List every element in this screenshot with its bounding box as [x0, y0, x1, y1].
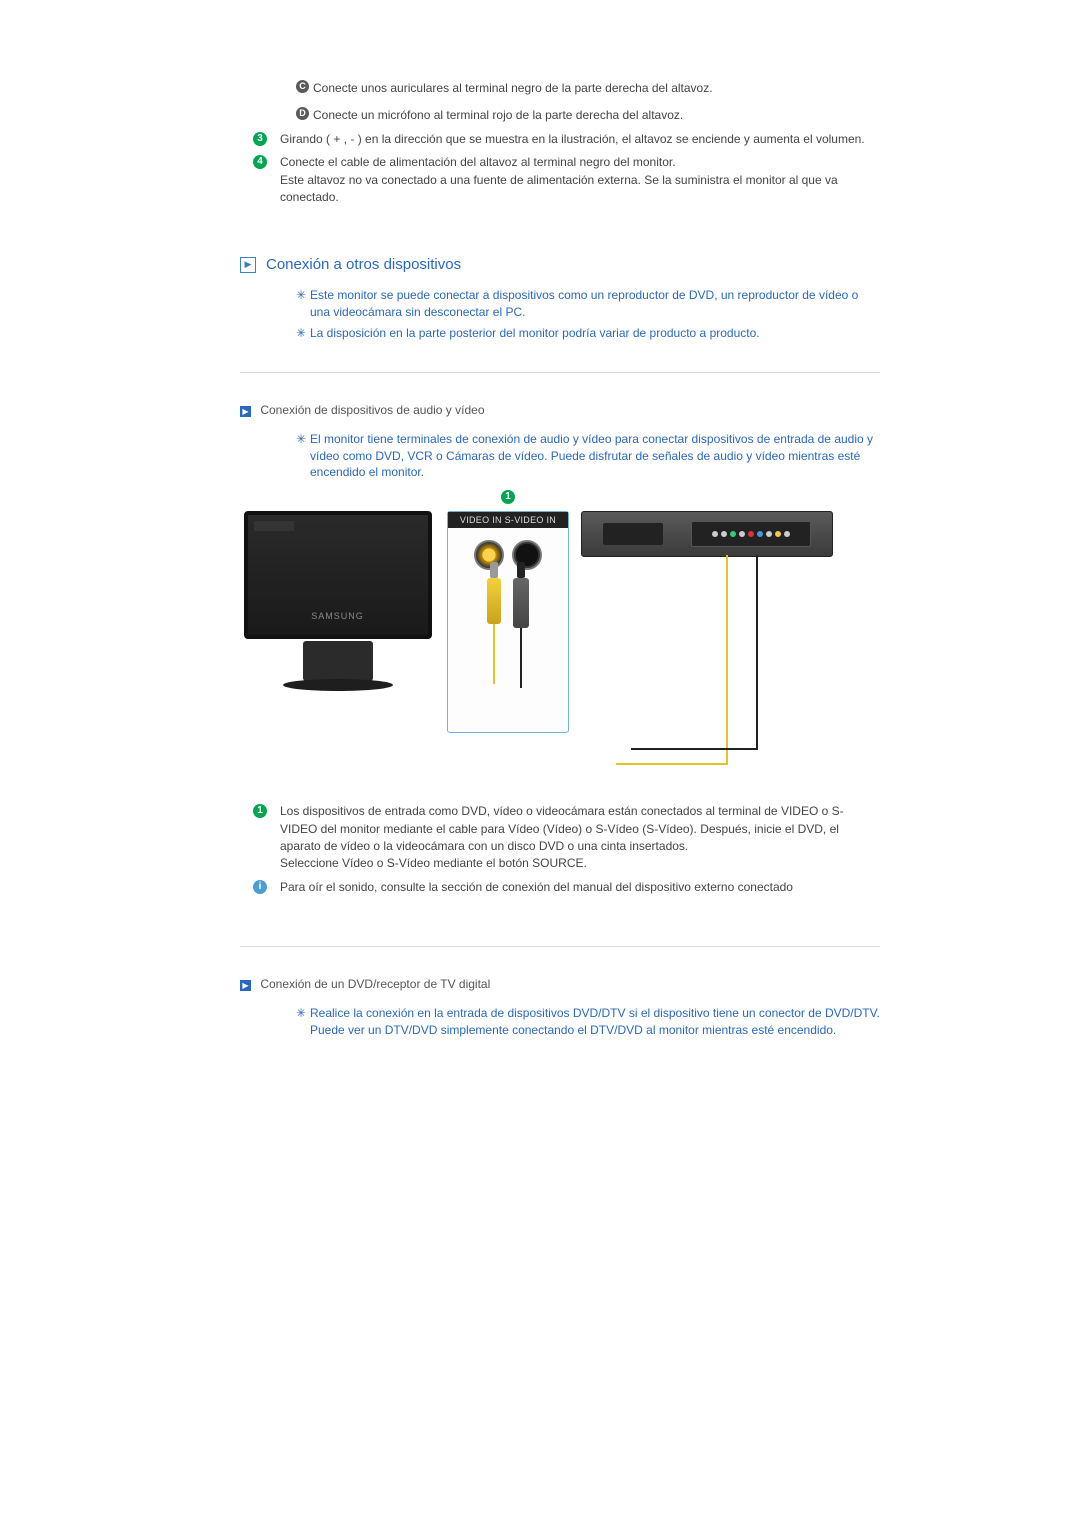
monitor-brand: SAMSUNG: [311, 611, 364, 621]
note-x-icon: ✳: [296, 431, 310, 448]
port-label: VIDEO IN S-VIDEO IN: [448, 512, 568, 528]
port-detail-illustration: 1 VIDEO IN S-VIDEO IN: [447, 511, 569, 733]
sub2-header: ▶ Conexión de un DVD/receptor de TV digi…: [240, 977, 880, 991]
note-x-icon: ✳: [296, 287, 310, 304]
step-4-text: Conecte el cable de alimentación del alt…: [280, 154, 880, 206]
step-3: 3 Girando ( + , - ) en la dirección que …: [240, 131, 880, 148]
sub1-note-1: ✳ El monitor tiene terminales de conexió…: [296, 431, 880, 481]
sub1-entry-info-text: Para oír el sonido, consulte la sección …: [280, 879, 880, 896]
small-arrow-icon: ▶: [240, 980, 251, 991]
sub1-entry-info: i Para oír el sonido, consulte la secció…: [240, 879, 880, 896]
rca-video-port-icon: [474, 540, 504, 570]
note-1: ✳ Este monitor se puede conectar a dispo…: [296, 287, 880, 321]
marker-d: D: [296, 107, 309, 120]
figure-av-connection: SAMSUNG 1 VIDEO IN S-VIDEO IN: [240, 511, 880, 733]
step-d: D Conecte un micrófono al terminal rojo …: [296, 107, 880, 124]
sub2-title: Conexión de un DVD/receptor de TV digita…: [260, 977, 490, 991]
yellow-plug-icon: [487, 578, 501, 684]
marker-1: 1: [253, 804, 267, 818]
info-icon: i: [253, 880, 267, 894]
marker-3: 3: [253, 132, 267, 146]
page: C Conecte unos auriculares al terminal n…: [140, 0, 940, 1103]
separator-2: [240, 946, 880, 947]
marker-c: C: [296, 80, 309, 93]
yellow-wire-icon: [726, 555, 728, 765]
sub1-notes: ✳ El monitor tiene terminales de conexió…: [296, 431, 880, 481]
marker-4: 4: [253, 155, 267, 169]
black-wire-icon: [756, 555, 758, 750]
note-1-text: Este monitor se puede conectar a disposi…: [310, 287, 880, 321]
section-notes: ✳ Este monitor se puede conectar a dispo…: [296, 287, 880, 341]
small-arrow-icon: ▶: [240, 406, 251, 417]
arrow-bullet-icon: ▶: [240, 257, 256, 273]
sub1-entry-1: 1 Los dispositivos de entrada como DVD, …: [240, 803, 880, 873]
step-d-text: Conecte un micrófono al terminal rojo de…: [313, 107, 683, 124]
svideo-plug-icon: [513, 578, 529, 688]
sub2-notes: ✳ Realice la conexión en la entrada de d…: [296, 1005, 880, 1039]
callout-1: 1: [501, 490, 515, 504]
sub2-note-1-text: Realice la conexión en la entrada de dis…: [310, 1005, 880, 1039]
sub1-entry-1-text: Los dispositivos de entrada como DVD, ví…: [280, 803, 880, 873]
sub1-note-1-text: El monitor tiene terminales de conexión …: [310, 431, 880, 481]
sub2-note-1: ✳ Realice la conexión en la entrada de d…: [296, 1005, 880, 1039]
sub1-title: Conexión de dispositivos de audio y víde…: [260, 403, 484, 417]
note-2: ✳ La disposición en la parte posterior d…: [296, 325, 880, 342]
note-x-icon: ✳: [296, 325, 310, 342]
note-x-icon: ✳: [296, 1005, 310, 1022]
separator: [240, 372, 880, 373]
top-steps: C Conecte unos auriculares al terminal n…: [240, 80, 880, 206]
section-header: ▶ Conexión a otros dispositivos: [240, 256, 880, 273]
step-c: C Conecte unos auriculares al terminal n…: [296, 80, 880, 97]
dvd-player-illustration: [581, 511, 836, 557]
step-3-text: Girando ( + , - ) en la dirección que se…: [280, 131, 880, 148]
step-c-text: Conecte unos auriculares al terminal neg…: [313, 80, 713, 97]
note-2-text: La disposición en la parte posterior del…: [310, 325, 760, 342]
sub1-header: ▶ Conexión de dispositivos de audio y ví…: [240, 403, 880, 417]
step-4: 4 Conecte el cable de alimentación del a…: [240, 154, 880, 206]
section-title: Conexión a otros dispositivos: [266, 256, 461, 273]
monitor-illustration: SAMSUNG: [240, 511, 435, 701]
